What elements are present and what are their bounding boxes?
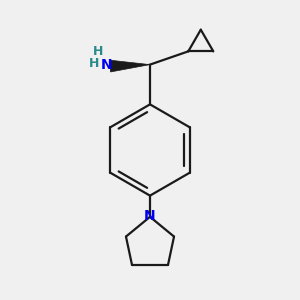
Text: N: N bbox=[100, 58, 112, 73]
Polygon shape bbox=[110, 60, 150, 72]
Text: N: N bbox=[144, 209, 156, 223]
Text: H: H bbox=[92, 45, 103, 58]
Text: H: H bbox=[89, 57, 99, 70]
